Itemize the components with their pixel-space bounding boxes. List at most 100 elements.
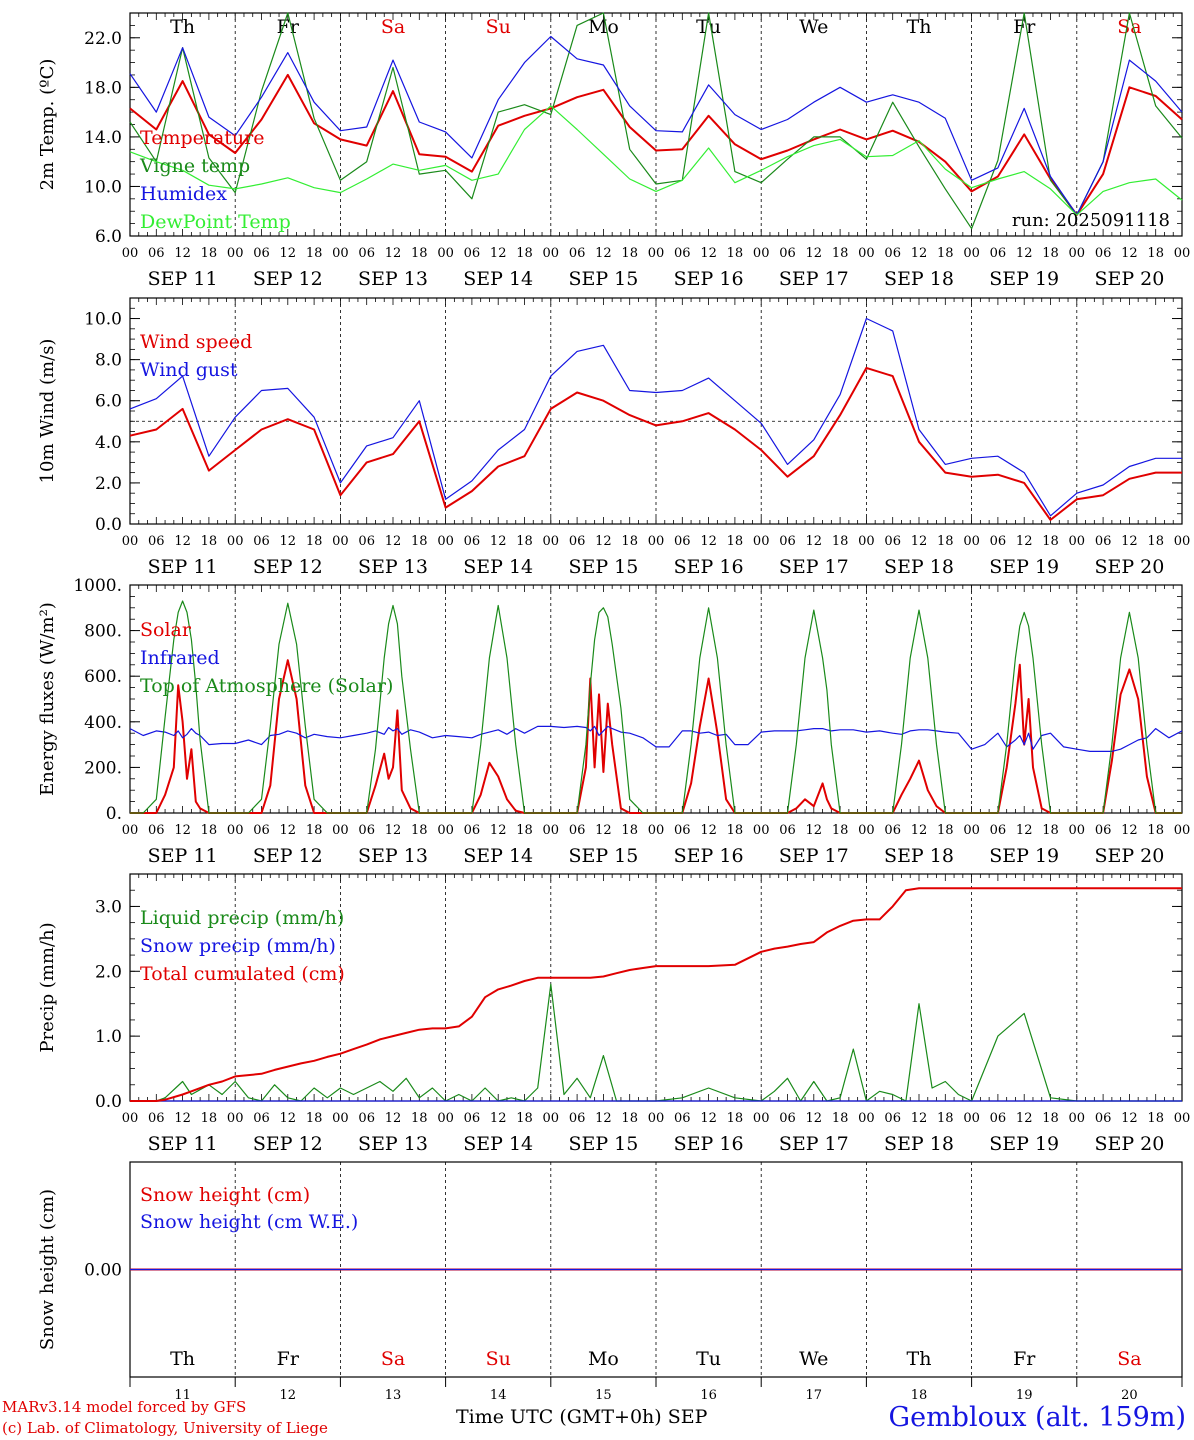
date-label: SEP 20 xyxy=(1094,1133,1164,1155)
hour-tick-label: 06 xyxy=(990,823,1007,838)
hour-tick-label: 18 xyxy=(937,1111,954,1126)
station-name: Gembloux (alt. 159m) xyxy=(888,1402,1186,1433)
hour-tick-label: 00 xyxy=(122,1111,139,1126)
y-axis-label: Energy fluxes (W/m²) xyxy=(37,602,58,796)
hour-tick-label: 00 xyxy=(332,534,349,549)
hour-tick-label: 12 xyxy=(1016,823,1033,838)
date-label: SEP 19 xyxy=(989,845,1059,867)
hour-tick-label: 06 xyxy=(148,246,165,261)
date-label: SEP 13 xyxy=(358,556,428,578)
hour-tick-label: 12 xyxy=(490,534,507,549)
hour-tick-label: 06 xyxy=(990,1111,1007,1126)
hour-tick-label: 12 xyxy=(1121,1111,1138,1126)
date-label: SEP 12 xyxy=(253,556,323,578)
hour-tick-label: 06 xyxy=(148,534,165,549)
hour-tick-label: 18 xyxy=(201,246,218,261)
y-tick-label: 0.0 xyxy=(95,1092,122,1112)
hour-tick-label: 00 xyxy=(122,823,139,838)
hour-tick-label: 12 xyxy=(700,1111,717,1126)
hour-tick-label: 12 xyxy=(1121,823,1138,838)
hour-tick-label: 18 xyxy=(201,534,218,549)
y-tick-label: 1.0 xyxy=(95,1027,122,1047)
hour-tick-label: 18 xyxy=(306,823,323,838)
hour-tick-label: 00 xyxy=(648,823,665,838)
hour-tick-label: 06 xyxy=(1095,1111,1112,1126)
hour-tick-label: 00 xyxy=(963,534,980,549)
hour-tick-label: 00 xyxy=(437,823,454,838)
day-label: Th xyxy=(907,1348,932,1370)
hour-tick-label: 18 xyxy=(516,823,533,838)
y-tick-label: 0. xyxy=(106,804,122,824)
hour-tick-label: 18 xyxy=(1042,534,1059,549)
y-tick-label: 3.0 xyxy=(95,897,122,917)
hour-tick-label: 00 xyxy=(227,1111,244,1126)
hour-tick-label: 12 xyxy=(1121,534,1138,549)
date-label: SEP 17 xyxy=(779,1133,849,1155)
day-label: Mo xyxy=(588,1348,619,1370)
y-tick-label: 6.0 xyxy=(95,392,122,412)
hour-tick-label: 18 xyxy=(411,823,428,838)
hour-tick-label: 12 xyxy=(700,534,717,549)
hour-tick-label: 18 xyxy=(516,246,533,261)
date-label: SEP 18 xyxy=(884,1133,954,1155)
date-label: SEP 18 xyxy=(884,556,954,578)
hour-tick-label: 00 xyxy=(753,246,770,261)
y-tick-label: 800. xyxy=(84,622,122,642)
date-label: SEP 12 xyxy=(253,268,323,290)
y-axis-label: Snow height (cm) xyxy=(37,1189,58,1350)
day-number: 17 xyxy=(806,1388,823,1403)
hour-tick-label: 06 xyxy=(148,823,165,838)
hour-tick-label: 12 xyxy=(806,534,823,549)
hour-tick-label: 00 xyxy=(1069,534,1086,549)
day-number: 12 xyxy=(280,1388,297,1403)
legend-item: Snow height (cm W.E.) xyxy=(140,1211,358,1233)
date-label: SEP 19 xyxy=(989,1133,1059,1155)
hour-tick-label: 06 xyxy=(779,246,796,261)
hour-tick-label: 00 xyxy=(648,1111,665,1126)
day-label: Sa xyxy=(381,16,405,38)
hour-tick-label: 18 xyxy=(727,1111,744,1126)
hour-tick-label: 06 xyxy=(569,1111,586,1126)
hour-tick-label: 00 xyxy=(1069,246,1086,261)
hour-tick-label: 12 xyxy=(806,246,823,261)
series-line-infrared xyxy=(129,725,1183,753)
day-number: 19 xyxy=(1016,1388,1033,1403)
hour-tick-label: 06 xyxy=(1095,823,1112,838)
day-label: Sa xyxy=(1117,16,1141,38)
hour-tick-label: 12 xyxy=(595,246,612,261)
hour-tick-label: 00 xyxy=(648,246,665,261)
series-line-temperature xyxy=(129,73,1183,216)
hour-tick-label: 18 xyxy=(1147,246,1164,261)
series-line-vigne-temp xyxy=(129,12,1183,230)
date-label: SEP 20 xyxy=(1094,556,1164,578)
time-axis-label: Time UTC (GMT+0h) SEP xyxy=(456,1406,708,1428)
hour-tick-label: 18 xyxy=(621,246,638,261)
legend-item: Snow precip (mm/h) xyxy=(140,935,336,957)
hour-tick-label: 06 xyxy=(884,534,901,549)
date-label: SEP 16 xyxy=(674,556,744,578)
hour-tick-label: 06 xyxy=(884,246,901,261)
hour-tick-label: 06 xyxy=(990,534,1007,549)
series-line-dewpoint-temp xyxy=(129,105,1183,216)
hour-tick-label: 06 xyxy=(779,823,796,838)
hour-tick-label: 00 xyxy=(227,534,244,549)
model-credit: MARv3.14 model forced by GFS xyxy=(2,1398,247,1416)
hour-tick-label: 06 xyxy=(779,534,796,549)
hour-tick-label: 06 xyxy=(358,246,375,261)
hour-tick-label: 00 xyxy=(858,1111,875,1126)
date-label: SEP 11 xyxy=(148,268,218,290)
y-tick-label: 22.0 xyxy=(84,29,122,49)
hour-tick-label: 00 xyxy=(963,246,980,261)
run-label: run: 2025091118 xyxy=(1012,210,1170,231)
day-label: Th xyxy=(170,16,195,38)
hour-tick-label: 06 xyxy=(674,1111,691,1126)
hour-tick-label: 18 xyxy=(1147,1111,1164,1126)
hour-tick-label: 18 xyxy=(411,534,428,549)
hour-tick-label: 06 xyxy=(990,246,1007,261)
day-number: 15 xyxy=(595,1388,612,1403)
y-tick-label: 2.0 xyxy=(95,474,122,494)
day-label: Su xyxy=(486,16,511,38)
hour-tick-label: 00 xyxy=(753,823,770,838)
date-label: SEP 17 xyxy=(779,845,849,867)
hour-tick-label: 12 xyxy=(280,246,297,261)
